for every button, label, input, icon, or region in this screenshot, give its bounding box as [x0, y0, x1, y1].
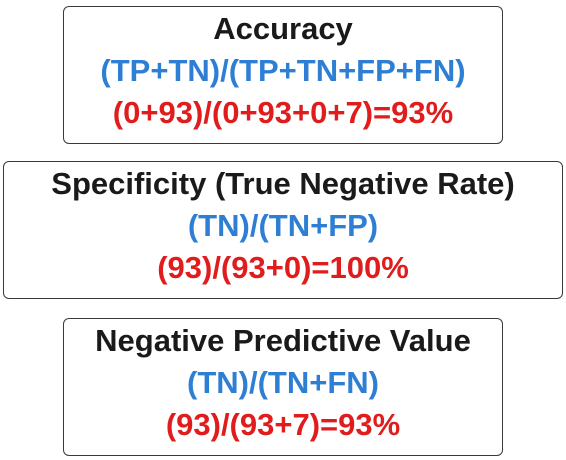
negative-predictive-value-box: Negative Predictive Value (TN)/(TN+FN) (…: [63, 318, 503, 456]
metric-title: Specificity (True Negative Rate): [51, 166, 515, 201]
metric-formula: (TN)/(TN+FN): [187, 365, 379, 400]
metric-calculation: (93)/(93+7)=93%: [165, 407, 401, 442]
accuracy-box: Accuracy (TP+TN)/(TP+TN+FP+FN) (0+93)/(0…: [63, 6, 503, 144]
metric-formula: (TN)/(TN+FP): [187, 208, 379, 243]
metric-calculation: (0+93)/(0+93+0+7)=93%: [112, 95, 454, 130]
specificity-box: Specificity (True Negative Rate) (TN)/(T…: [3, 161, 563, 299]
metric-formula: (TP+TN)/(TP+TN+FP+FN): [100, 53, 466, 88]
metric-calculation: (93)/(93+0)=100%: [157, 250, 409, 285]
metric-title: Accuracy: [213, 11, 353, 46]
metric-title: Negative Predictive Value: [95, 323, 471, 358]
